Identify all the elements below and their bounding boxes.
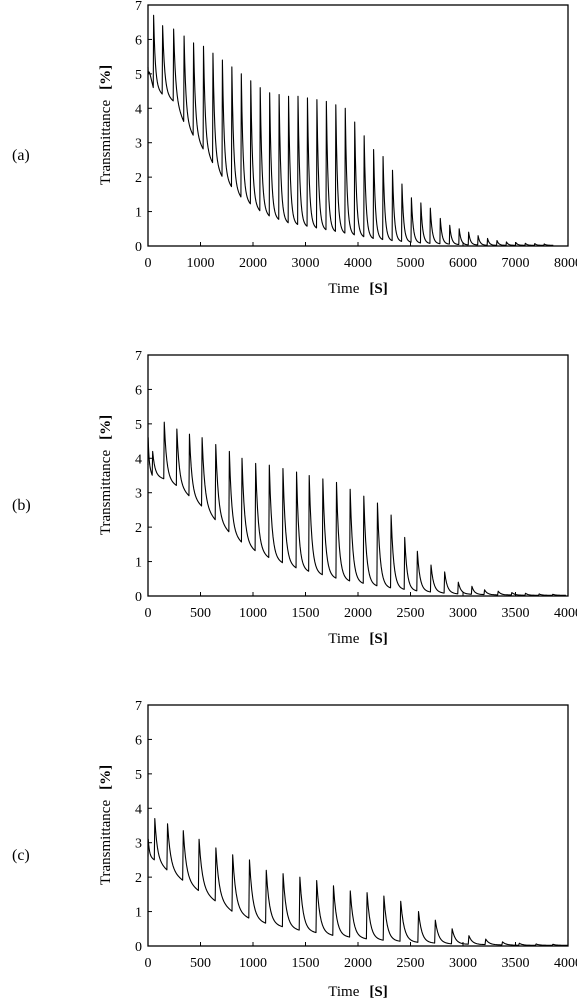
panel-label: (c) [12,847,30,864]
x-axis-label: Time [S] [328,281,387,297]
y-tick-label: 3 [135,137,142,152]
y-tick-label: 5 [135,418,142,433]
x-axis-label: Time [S] [328,984,387,1000]
x-tick-label: 2000 [239,256,267,271]
x-tick-label: 1500 [292,606,320,621]
x-tick-label: 3000 [292,256,320,271]
y-tick-label: 0 [135,940,142,955]
y-tick-label: 6 [135,33,142,48]
x-tick-label: 4000 [554,606,577,621]
y-axis-label: Transmittance[%] [98,765,114,885]
chart-panel-2: 0 1 2 3 4 5 6 7 0 500 1000 1500 2000 2500 3000 3500 4000… [12,349,577,647]
y-tick-label: 0 [135,590,142,605]
y-tick-label: 6 [135,383,142,398]
y-tick-label: 3 [135,837,142,852]
x-tick-label: 4000 [554,956,577,971]
y-tick-label: 1 [135,556,142,571]
y-tick-label: 4 [135,452,142,467]
y-tick-label: 2 [135,171,142,186]
y-tick-label: 7 [135,349,142,364]
x-tick-label: 8000 [554,256,577,271]
x-tick-label: 1000 [239,956,267,971]
y-axis-label: Transmittance[%] [98,65,114,185]
x-tick-label: 5000 [397,256,425,271]
y-tick-label: 2 [135,521,142,536]
panel-label: (a) [12,147,30,164]
transmittance-trace [147,14,554,246]
chart-panel-3: 0 1 2 3 4 5 6 7 0 500 1000 1500 2000 2500 3000 3500 4000… [12,699,577,1000]
y-tick-label: 5 [135,68,142,83]
x-tick-label: 6000 [449,256,477,271]
y-tick-label: 7 [135,0,142,14]
y-tick-label: 1 [135,906,142,921]
x-tick-label: 0 [145,256,152,271]
x-tick-label: 0 [145,606,152,621]
x-tick-label: 2000 [344,956,372,971]
x-tick-label: 0 [145,956,152,971]
x-tick-label: 1500 [292,956,320,971]
y-axis-label: Transmittance[%] [98,415,114,535]
x-tick-label: 1000 [239,606,267,621]
transmittance-trace [147,421,566,596]
x-tick-label: 3000 [449,956,477,971]
x-tick-label: 4000 [344,256,372,271]
y-tick-label: 1 [135,206,142,221]
x-tick-label: 3000 [449,606,477,621]
y-tick-label: 7 [135,699,142,714]
y-tick-label: 2 [135,871,142,886]
x-axis-label: Time [S] [328,631,387,647]
x-tick-label: 2500 [397,956,425,971]
y-tick-label: 4 [135,802,142,817]
y-tick-label: 3 [135,487,142,502]
x-tick-label: 1000 [187,256,215,271]
chart-panel-1: 0 1 2 3 4 5 6 7 0 1000 2000 3000 4000 5000 6000 7000 800… [12,0,577,297]
x-tick-label: 500 [190,606,211,621]
y-tick-label: 6 [135,733,142,748]
y-tick-label: 5 [135,768,142,783]
x-tick-label: 3500 [502,606,530,621]
x-tick-label: 500 [190,956,211,971]
x-tick-label: 2000 [344,606,372,621]
transmittance-trace [147,818,568,946]
y-tick-label: 4 [135,102,142,117]
y-tick-label: 0 [135,240,142,255]
x-tick-label: 2500 [397,606,425,621]
x-tick-label: 3500 [502,956,530,971]
panel-label: (b) [12,497,31,514]
x-tick-label: 7000 [502,256,530,271]
